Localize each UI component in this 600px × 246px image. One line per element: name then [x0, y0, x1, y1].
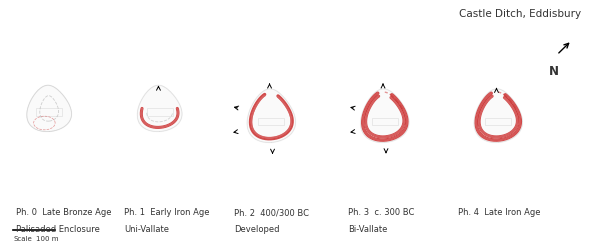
- Bar: [146, 108, 173, 116]
- Text: Castle Ditch, Eddisbury: Castle Ditch, Eddisbury: [458, 9, 581, 19]
- Polygon shape: [247, 89, 296, 142]
- Text: Bi-Vallate: Bi-Vallate: [348, 225, 387, 234]
- Polygon shape: [137, 85, 182, 132]
- Text: Uni-Vallate: Uni-Vallate: [124, 225, 169, 234]
- Text: Palisaded Enclosure: Palisaded Enclosure: [16, 225, 100, 234]
- Text: Scale: Scale: [13, 236, 32, 242]
- Polygon shape: [474, 89, 523, 142]
- Text: Ph. 0  Late Bronze Age: Ph. 0 Late Bronze Age: [16, 208, 112, 217]
- Bar: [258, 118, 284, 125]
- Text: 100 m: 100 m: [37, 236, 59, 242]
- Text: N: N: [549, 65, 559, 78]
- Text: Ph. 3  c. 300 BC: Ph. 3 c. 300 BC: [348, 208, 414, 217]
- Text: Ph. 2  400/300 BC: Ph. 2 400/300 BC: [235, 208, 310, 217]
- Bar: [371, 118, 398, 125]
- Text: Developed: Developed: [235, 225, 280, 234]
- Bar: [36, 108, 62, 116]
- Text: Ph. 4  Late Iron Age: Ph. 4 Late Iron Age: [458, 208, 541, 217]
- Polygon shape: [361, 89, 409, 142]
- Bar: [485, 118, 511, 125]
- Text: Ph. 1  Early Iron Age: Ph. 1 Early Iron Age: [124, 208, 209, 217]
- Polygon shape: [27, 85, 71, 132]
